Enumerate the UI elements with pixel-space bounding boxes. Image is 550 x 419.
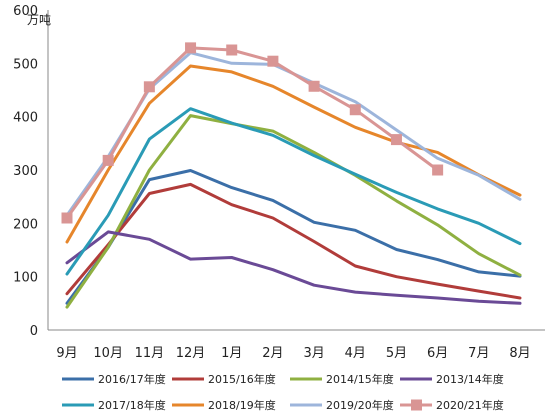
series-line [65, 114, 522, 309]
legend-item: 2019/20年度 [290, 398, 394, 412]
x-tick-label: 6月 [427, 346, 448, 361]
y-tick-label: 300 [13, 164, 38, 179]
series-group [65, 230, 522, 305]
series-line [65, 169, 522, 305]
legend-label: 2017/18年度 [98, 398, 166, 412]
axes: 万吨 [27, 10, 545, 331]
series-point-marker [432, 164, 444, 176]
legend-item: 2018/19年度 [172, 398, 276, 412]
series-point-marker [390, 134, 402, 146]
legend-item: 2016/17年度 [62, 372, 166, 386]
series-point-marker [61, 212, 73, 224]
legend-item: 2020/21年度 [400, 398, 504, 412]
x-tick-label: 4月 [345, 346, 366, 361]
series-line [65, 46, 440, 220]
legend-label: 2016/17年度 [98, 372, 166, 386]
legend-item: 2015/16年度 [172, 372, 276, 386]
legend-item: 2017/18年度 [62, 398, 166, 412]
series-point-marker [267, 55, 279, 67]
series-point-marker [349, 104, 361, 116]
y-tick-label: 200 [13, 217, 38, 232]
x-tick-label: 9月 [56, 346, 77, 361]
legend-label: 2014/15年度 [326, 372, 394, 386]
y-tick-label: 500 [13, 57, 38, 72]
legend-label: 2019/20年度 [326, 398, 394, 412]
series-line [65, 107, 522, 276]
legend-item: 2013/14年度 [400, 372, 504, 386]
legend: 2016/17年度 2015/16年度 2014/15年度 2013/14年度 2017… [62, 372, 504, 412]
series-line [65, 230, 522, 305]
series-group [65, 182, 522, 300]
series-point-marker [143, 81, 155, 93]
y-tick-label: 100 [13, 271, 38, 286]
y-unit-label: 万吨 [27, 13, 51, 27]
series-point-marker [226, 44, 238, 56]
x-tick-label: 12月 [176, 346, 206, 361]
y-tick-label: 600 [13, 4, 38, 19]
series-group [65, 169, 522, 305]
x-tick-label: 8月 [509, 346, 530, 361]
series-line [65, 51, 522, 217]
x-tick-label: 2月 [262, 346, 283, 361]
series-group [61, 42, 444, 224]
x-tick-label: 7月 [468, 346, 489, 361]
legend-label: 2013/14年度 [436, 372, 504, 386]
series-point-marker [308, 80, 320, 92]
x-tick-label: 3月 [303, 346, 324, 361]
legend-swatch-marker [411, 399, 422, 411]
series-group [65, 107, 522, 276]
legend-item: 2014/15年度 [290, 372, 394, 386]
legend-label: 2015/16年度 [208, 372, 276, 386]
y-ticks: 0 100 200 300 400 500 600 [13, 4, 38, 339]
series-group [65, 51, 522, 217]
x-tick-label: 10月 [93, 346, 123, 361]
y-tick-label: 0 [30, 324, 38, 339]
x-ticks: 9月 10月 11月 12月 1月 2月 3月 4月 5月 6月 7月 8月 [56, 346, 530, 361]
legend-label: 2018/19年度 [208, 398, 276, 412]
series-point-marker [185, 42, 197, 54]
x-tick-label: 11月 [135, 346, 165, 361]
y-tick-label: 400 [13, 111, 38, 126]
x-tick-label: 5月 [386, 346, 407, 361]
legend-label: 2020/21年度 [436, 398, 504, 412]
x-tick-label: 1月 [221, 346, 242, 361]
series-line [65, 64, 522, 244]
series-line [65, 182, 522, 300]
series-group [65, 114, 522, 309]
series-point-marker [102, 154, 114, 166]
series-lines [61, 42, 522, 309]
series-group [65, 64, 522, 244]
